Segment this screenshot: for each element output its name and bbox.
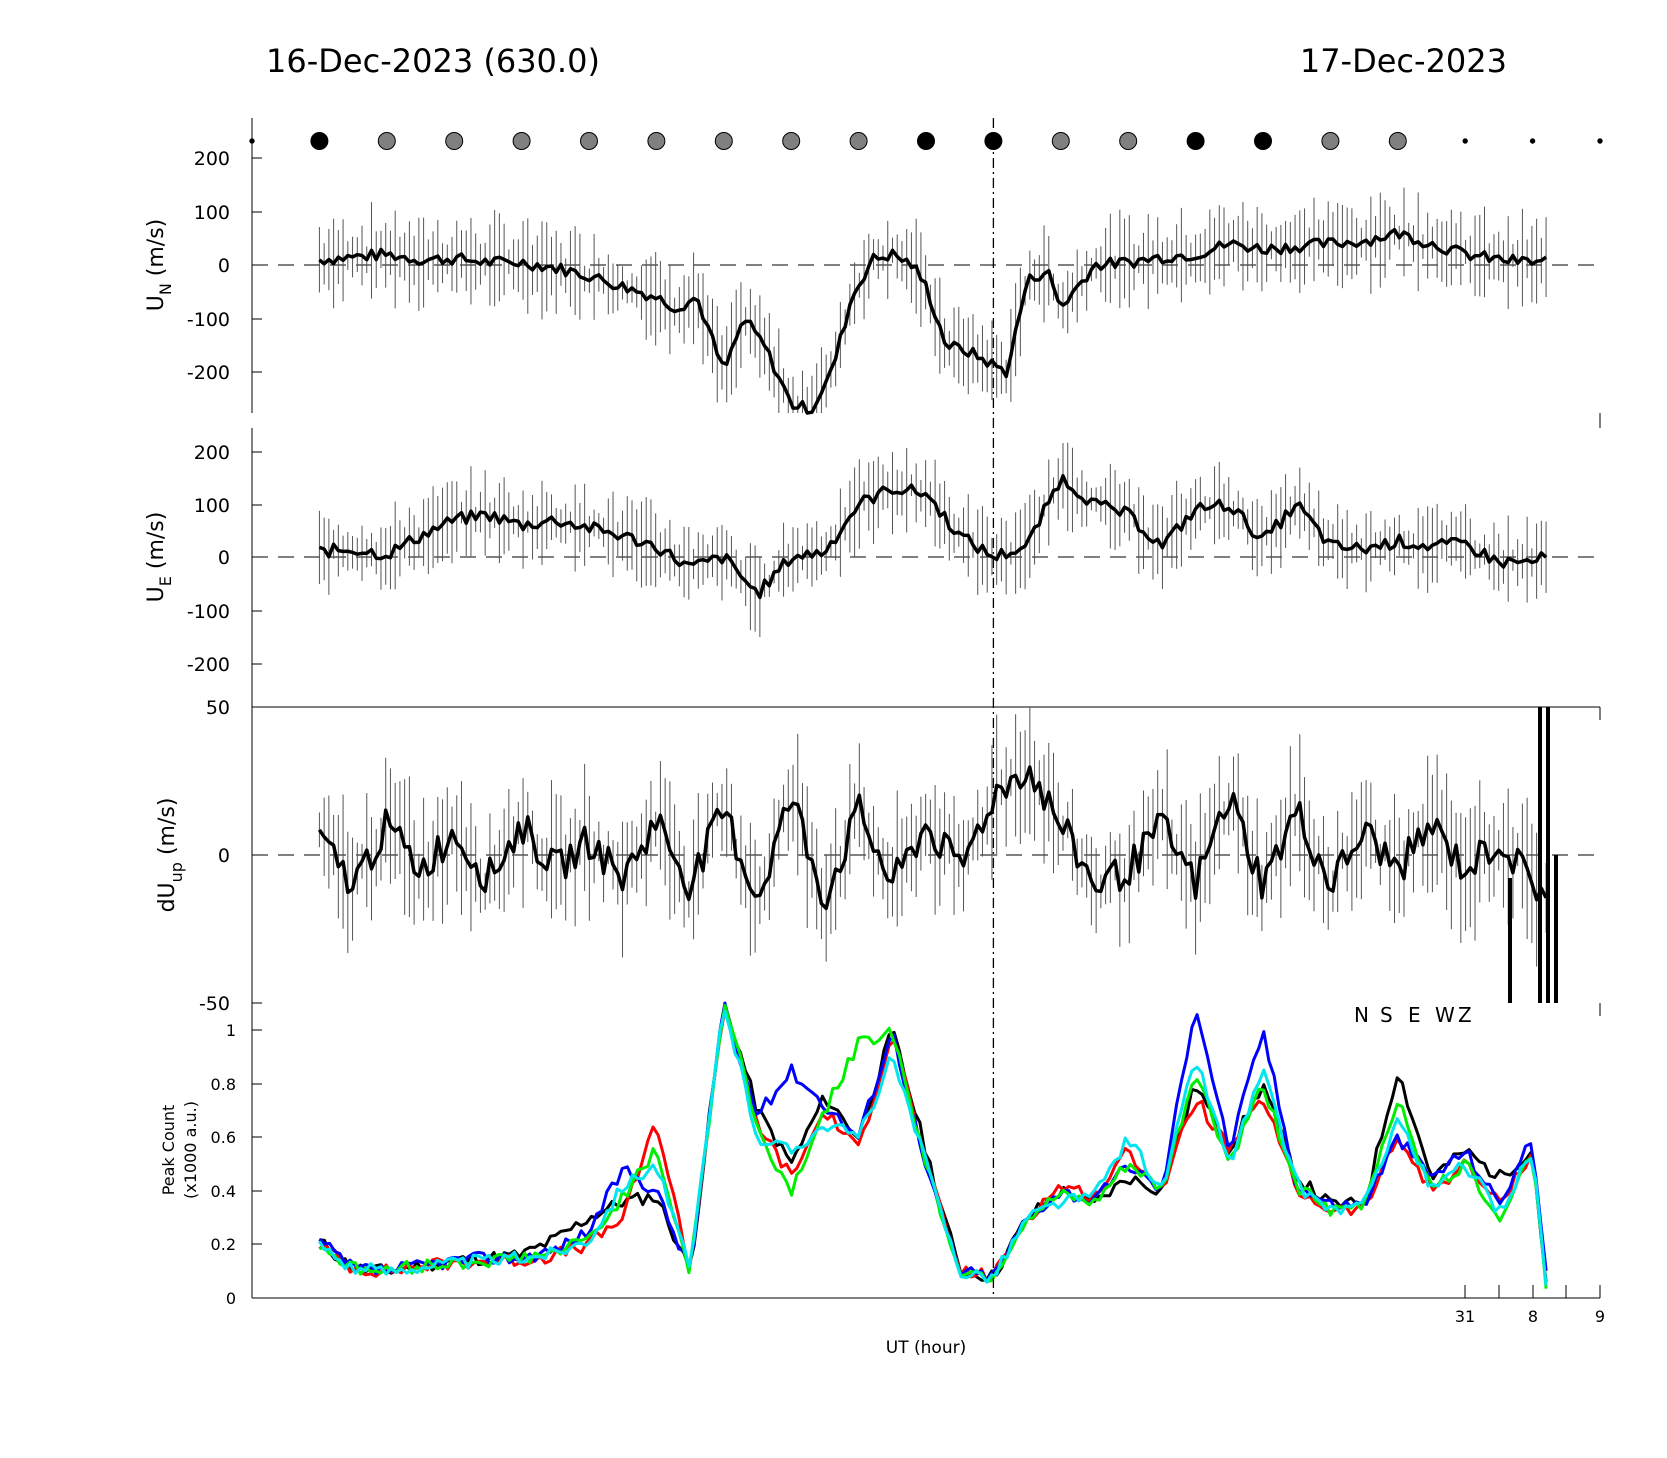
legend: N S E W Z (1354, 1003, 1472, 1027)
sky-marker (1597, 138, 1603, 144)
un-panel: 200 100 0 -100 -200 UN (m/s) (144, 118, 1603, 428)
un-yticks (252, 157, 262, 373)
peak-count-line-z (318, 1009, 1548, 1286)
un-ytick-label: 0 (218, 255, 230, 277)
x-tick-label: 9 (1595, 1307, 1605, 1326)
ue-ylabel: UE (m/s) (144, 512, 175, 603)
pc-ytick-label: 0.2 (211, 1235, 236, 1254)
legend-entry-n: N (1354, 1003, 1369, 1027)
ue-ytick-label: 0 (218, 547, 230, 569)
x-tick-label: 8 (1528, 1307, 1538, 1326)
pc-ytick-label: 0.4 (211, 1182, 236, 1201)
sky-marker (1462, 138, 1468, 144)
pc-ytick-label: 1 (226, 1021, 236, 1040)
sky-marker (782, 132, 801, 150)
sky-marker (512, 132, 531, 150)
sky-marker (1529, 138, 1536, 144)
peak-count-line-w (319, 1003, 1548, 1289)
ue-ylabel-main: U (144, 586, 169, 602)
sky-marker (377, 132, 396, 150)
dup-yticks (252, 706, 262, 1004)
peak-count-line-e (318, 1001, 1548, 1283)
peak-count-line-s (318, 1008, 1548, 1283)
legend-entry-e: E (1408, 1003, 1421, 1027)
pc-ylabel-line1: Peak Count (159, 1105, 178, 1196)
ue-ytick-label: 200 (194, 442, 230, 464)
pc-ytick-label: 0.8 (211, 1075, 236, 1094)
ue-ylabel-unit: (m/s) (144, 512, 169, 569)
sky-marker (1254, 132, 1272, 150)
sky-marker (1388, 132, 1407, 150)
svg-text:UE (m/s): UE (m/s) (144, 512, 175, 603)
un-ylabel: UN (m/s) (144, 219, 175, 312)
peak-count-panel: 1 0.8 0.6 0.4 0.2 0 Peak Count (x1000 a.… (159, 1001, 1605, 1358)
sky-marker (310, 132, 329, 150)
un-ylabel-sub: N (156, 283, 175, 295)
peak-count-series (318, 1001, 1548, 1289)
dup-panel: 50 0 -50 dUup (m/s) (155, 697, 1601, 1016)
svg-text:UN (m/s): UN (m/s) (144, 219, 175, 312)
sky-marker (714, 132, 733, 150)
dup-ytick-label: 50 (206, 697, 230, 719)
dup-ylabel-main: dU (155, 882, 180, 912)
dup-ylabel-unit: (m/s) (155, 798, 180, 855)
legend-entry-w: W (1435, 1003, 1455, 1027)
x-axis-label: UT (hour) (886, 1338, 966, 1358)
sky-marker (647, 132, 666, 150)
sky-marker (917, 132, 935, 150)
ue-yticks (252, 451, 262, 665)
dup-ytick-label: -50 (199, 993, 230, 1015)
pc-ytick-label: 0 (226, 1289, 236, 1308)
un-ytick-label: -200 (187, 362, 230, 384)
ue-ytick-label: -200 (187, 654, 230, 676)
un-series-line (318, 227, 1548, 415)
sky-marker (445, 132, 464, 150)
ue-error-bars (318, 442, 1547, 638)
x-ticks (1464, 1285, 1601, 1298)
un-ytick-label: 100 (194, 202, 230, 224)
un-ytick-label: 200 (194, 148, 230, 170)
sky-marker (849, 132, 868, 150)
un-error-bars (318, 187, 1547, 413)
un-ylabel-unit: (m/s) (144, 219, 169, 276)
sky-marker (249, 138, 255, 144)
x-tick-label: 31 (1455, 1307, 1475, 1326)
sky-marker (580, 132, 598, 150)
dup-ylabel-sub: up (167, 862, 186, 882)
right-date-title: 17-Dec-2023 (1299, 42, 1507, 80)
sky-marker (1051, 132, 1070, 150)
ue-ytick-label: -100 (187, 601, 230, 623)
ue-series-line (318, 474, 1548, 600)
dup-ylabel: dUup (m/s) (155, 798, 186, 913)
legend-entry-z: Z (1458, 1003, 1472, 1027)
pc-ytick-label: 0.6 (211, 1128, 236, 1147)
un-ytick-label: -100 (187, 309, 230, 331)
ue-ylabel-sub: E (156, 576, 175, 586)
dup-series-line (317, 765, 1548, 911)
ue-ytick-label: 100 (194, 495, 230, 517)
pc-ylabel-line2: (x1000 a.u.) (181, 1101, 200, 1199)
left-date-title: 16-Dec-2023 (630.0) (266, 42, 600, 80)
peak-count-line-n (319, 1002, 1548, 1283)
legend-entry-s: S (1380, 1003, 1393, 1027)
sky-condition-markers (249, 132, 1603, 150)
ue-panel: 200 100 0 -100 -200 UE (m/s) (144, 428, 1600, 707)
pc-yticks (252, 1029, 262, 1299)
svg-text:dUup (m/s): dUup (m/s) (155, 798, 186, 913)
sky-marker (1119, 132, 1138, 150)
dup-ytick-label: 0 (218, 845, 230, 867)
pc-ylabel: Peak Count (x1000 a.u.) (159, 1101, 200, 1199)
sky-marker (1321, 132, 1340, 150)
sky-marker (1186, 132, 1205, 150)
dup-edge-spikes (1508, 707, 1558, 1003)
un-ylabel-main: U (144, 295, 169, 311)
